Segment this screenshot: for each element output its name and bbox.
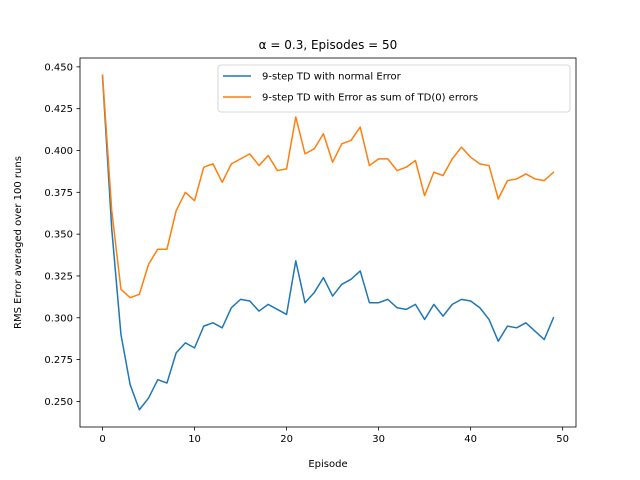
x-tick-label: 0 [99,434,105,445]
legend: 9-step TD with normal Error 9-step TD wi… [217,64,571,113]
x-tick-label: 30 [372,434,385,445]
y-axis-label: RMS Error averaged over 100 runs [13,156,24,329]
x-axis-label: Episode [308,459,347,470]
y-tick-label: 0.250 [44,397,73,408]
series-line-0 [101,76,555,411]
y-tick-label: 0.350 [44,230,73,241]
y-tick-label: 0.375 [44,188,73,199]
series-layer [101,74,555,411]
series-line-1 [101,74,555,299]
y-axis-ticks: 0.250 0.275 0.300 0.325 0.350 0.375 0.400 0.425… [44,62,80,408]
x-tick-label: 10 [188,434,201,445]
x-tick-label: 50 [556,434,569,445]
y-tick-label: 0.400 [44,146,73,157]
legend-label-normal-error: 9-step TD with normal Error [262,72,402,83]
plot-area [80,58,576,427]
y-tick-label: 0.300 [44,313,73,324]
axes-frame [79,57,577,428]
x-tick-label: 20 [280,434,293,445]
y-tick-label: 0.275 [44,355,73,366]
y-tick-label: 0.450 [44,62,73,73]
y-tick-label: 0.425 [44,104,73,115]
chart-title: α = 0.3, Episodes = 50 [259,38,398,52]
x-tick-label: 40 [464,434,477,445]
y-tick-label: 0.325 [44,271,73,282]
x-axis-ticks: 0 10 20 30 40 50 [99,427,569,445]
legend-label-sum-td0-error: 9-step TD with Error as sum of TD(0) err… [262,93,478,104]
legend-box [217,64,571,113]
